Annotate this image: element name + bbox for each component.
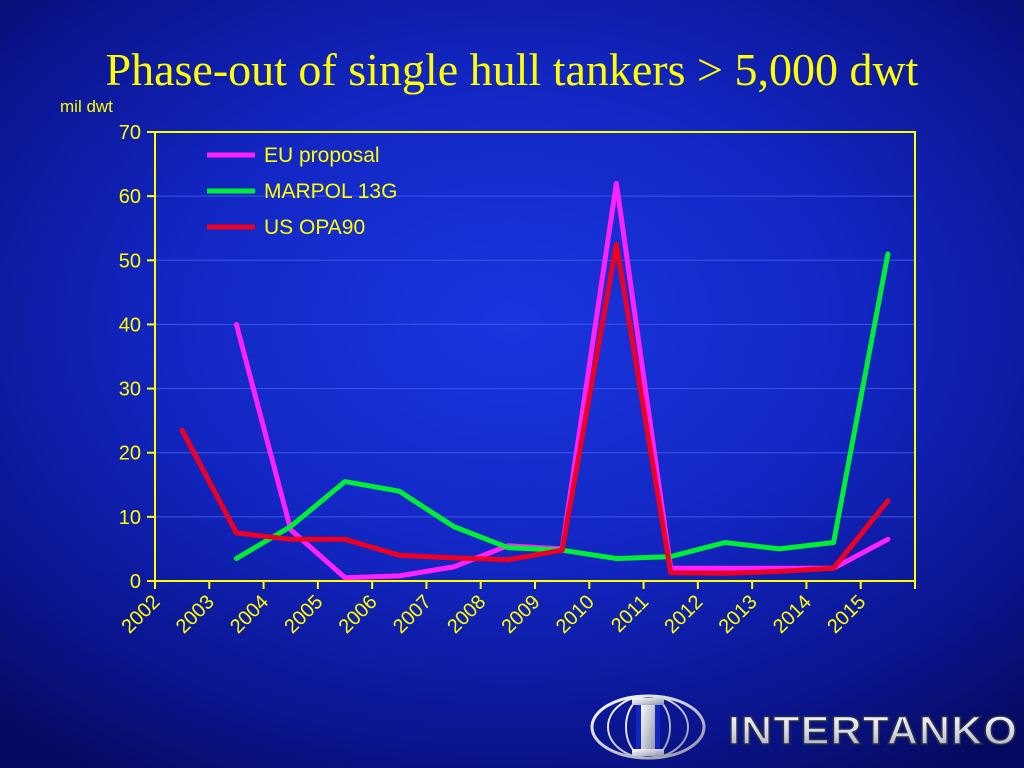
x-tick-label: 2009 <box>498 591 545 638</box>
legend-label: MARPOL 13G <box>264 180 397 203</box>
y-tick-label: 50 <box>119 250 141 272</box>
slide-title: Phase-out of single hull tankers > 5,000… <box>105 44 919 95</box>
y-tick-label: 0 <box>130 571 141 593</box>
legend-label: US OPA90 <box>264 216 365 239</box>
x-tick-label: 2004 <box>226 591 273 638</box>
x-tick-label: 2010 <box>552 591 599 638</box>
y-tick-label: 20 <box>119 443 141 465</box>
intertanko-logo: INTERTANKO <box>590 694 1018 760</box>
legend: EU proposal MARPOL 13G US OPA90 <box>207 144 397 239</box>
series-line-eu-proposal <box>233 180 891 581</box>
globe-icon <box>590 694 706 760</box>
x-tick-label: 2011 <box>607 591 653 637</box>
x-tick-label: 2007 <box>389 591 436 638</box>
y-tick-label: 30 <box>119 379 141 401</box>
y-tick-label: 10 <box>119 507 141 529</box>
x-tick-label: 2005 <box>280 591 327 638</box>
x-tick-label: 2002 <box>118 591 165 638</box>
x-tick-label: 2015 <box>823 591 870 638</box>
x-tick-label: 2012 <box>660 591 707 638</box>
x-tick-label: 2003 <box>172 591 219 638</box>
y-tick-label: 70 <box>119 122 141 144</box>
x-tick-label: 2013 <box>715 591 762 638</box>
x-tick-label: 2006 <box>335 591 382 638</box>
series-line-us-opa90 <box>179 241 891 576</box>
y-tick-label: 40 <box>119 314 141 336</box>
logo-wordmark: INTERTANKO <box>728 709 1018 753</box>
series-line-marpol-13g <box>233 251 891 561</box>
legend-label: EU proposal <box>264 144 380 167</box>
y-axis-label: mil dwt <box>60 97 113 116</box>
x-tick-label: 2008 <box>443 591 490 638</box>
gridlines <box>155 195 915 518</box>
x-tick-label: 2014 <box>769 591 816 638</box>
y-tick-label: 60 <box>119 186 141 208</box>
series-lines <box>179 180 891 581</box>
